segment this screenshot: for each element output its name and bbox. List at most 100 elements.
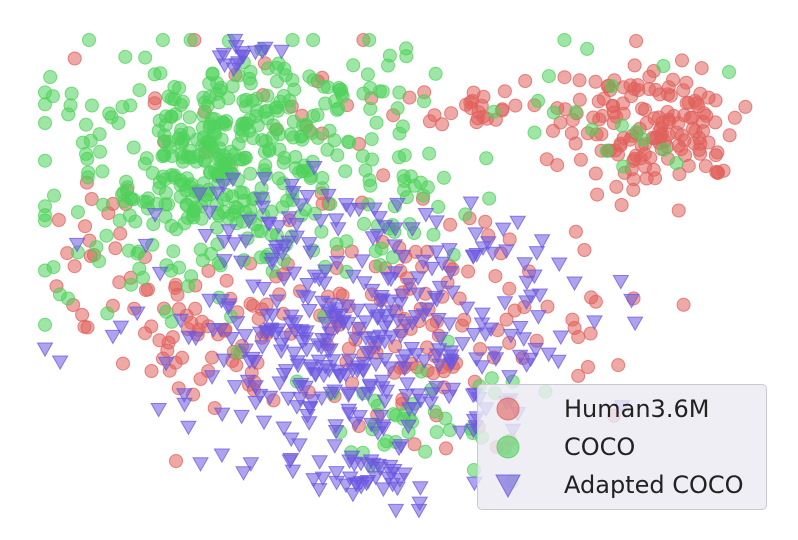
data-point <box>124 277 139 292</box>
data-point <box>242 71 257 86</box>
data-point <box>95 164 110 179</box>
data-point <box>302 69 317 84</box>
data-point <box>675 53 689 68</box>
data-point <box>38 97 52 112</box>
data-point <box>353 387 371 402</box>
data-point <box>404 222 421 237</box>
data-point <box>387 503 405 519</box>
data-point <box>247 380 264 395</box>
data-point <box>137 238 155 254</box>
data-point <box>482 191 497 206</box>
data-point <box>564 126 579 141</box>
data-point <box>282 100 296 115</box>
data-point <box>382 272 400 288</box>
data-point <box>346 58 361 73</box>
data-point <box>130 246 145 261</box>
data-point <box>363 283 381 299</box>
data-point <box>84 192 99 206</box>
data-point <box>499 312 514 327</box>
data-point <box>287 82 302 97</box>
data-point <box>604 79 619 94</box>
data-point <box>237 150 252 165</box>
data-point <box>251 388 269 404</box>
data-point <box>376 168 391 183</box>
data-point <box>623 293 640 309</box>
data-point <box>386 222 404 238</box>
data-point <box>157 356 175 372</box>
data-point <box>648 82 663 97</box>
data-point <box>78 219 92 234</box>
data-point <box>267 326 285 342</box>
data-point <box>341 341 356 356</box>
data-point <box>305 161 323 176</box>
data-point <box>360 67 375 82</box>
data-point <box>81 165 96 180</box>
data-point <box>572 92 587 107</box>
data-point <box>400 278 418 293</box>
data-point <box>322 386 340 402</box>
legend-label: Human3.6M <box>564 395 710 423</box>
data-point <box>286 315 304 330</box>
data-point <box>260 111 275 126</box>
data-point <box>567 321 582 335</box>
data-point <box>243 166 258 181</box>
data-point <box>92 254 106 269</box>
data-point <box>168 277 183 292</box>
data-point <box>382 48 397 63</box>
data-point <box>468 247 486 263</box>
data-point <box>77 319 92 334</box>
data-point <box>646 162 661 177</box>
data-point <box>247 395 264 411</box>
data-point <box>409 271 427 286</box>
data-point <box>329 222 347 237</box>
data-point <box>374 482 392 498</box>
data-point <box>395 119 410 134</box>
data-point <box>337 198 355 213</box>
legend-marker-circle-green <box>478 427 538 467</box>
data-point <box>214 132 229 147</box>
data-point <box>310 483 328 498</box>
data-point <box>80 151 95 166</box>
data-point <box>494 222 512 238</box>
data-point <box>656 59 671 73</box>
data-point <box>291 380 309 395</box>
data-point <box>468 352 485 368</box>
data-point <box>51 355 69 371</box>
data-point <box>373 258 388 273</box>
data-point <box>629 34 644 48</box>
data-point <box>284 464 302 480</box>
data-point <box>165 330 180 345</box>
data-point <box>176 131 191 146</box>
data-point <box>498 244 515 259</box>
data-point <box>225 237 243 252</box>
data-point <box>330 148 345 163</box>
data-point <box>169 454 183 468</box>
data-point <box>338 164 353 179</box>
data-point <box>180 420 197 436</box>
data-point <box>427 245 445 260</box>
data-point <box>440 389 458 405</box>
data-point <box>92 127 107 142</box>
data-point <box>557 70 572 85</box>
legend-label: COCO <box>564 433 636 461</box>
data-point <box>588 294 603 309</box>
data-point <box>75 307 90 322</box>
data-point <box>233 185 248 200</box>
data-point <box>334 86 349 101</box>
data-point <box>316 79 331 94</box>
data-point <box>275 421 293 437</box>
data-point <box>213 407 231 423</box>
data-point <box>638 102 652 117</box>
data-point <box>187 331 205 347</box>
data-point <box>571 368 586 383</box>
data-point <box>213 448 231 464</box>
data-point <box>246 131 261 146</box>
data-point <box>409 287 426 303</box>
data-point <box>392 85 407 100</box>
data-point <box>540 299 555 314</box>
data-point <box>361 380 379 395</box>
data-point <box>84 98 99 113</box>
data-point <box>350 321 368 337</box>
data-point <box>390 101 405 116</box>
